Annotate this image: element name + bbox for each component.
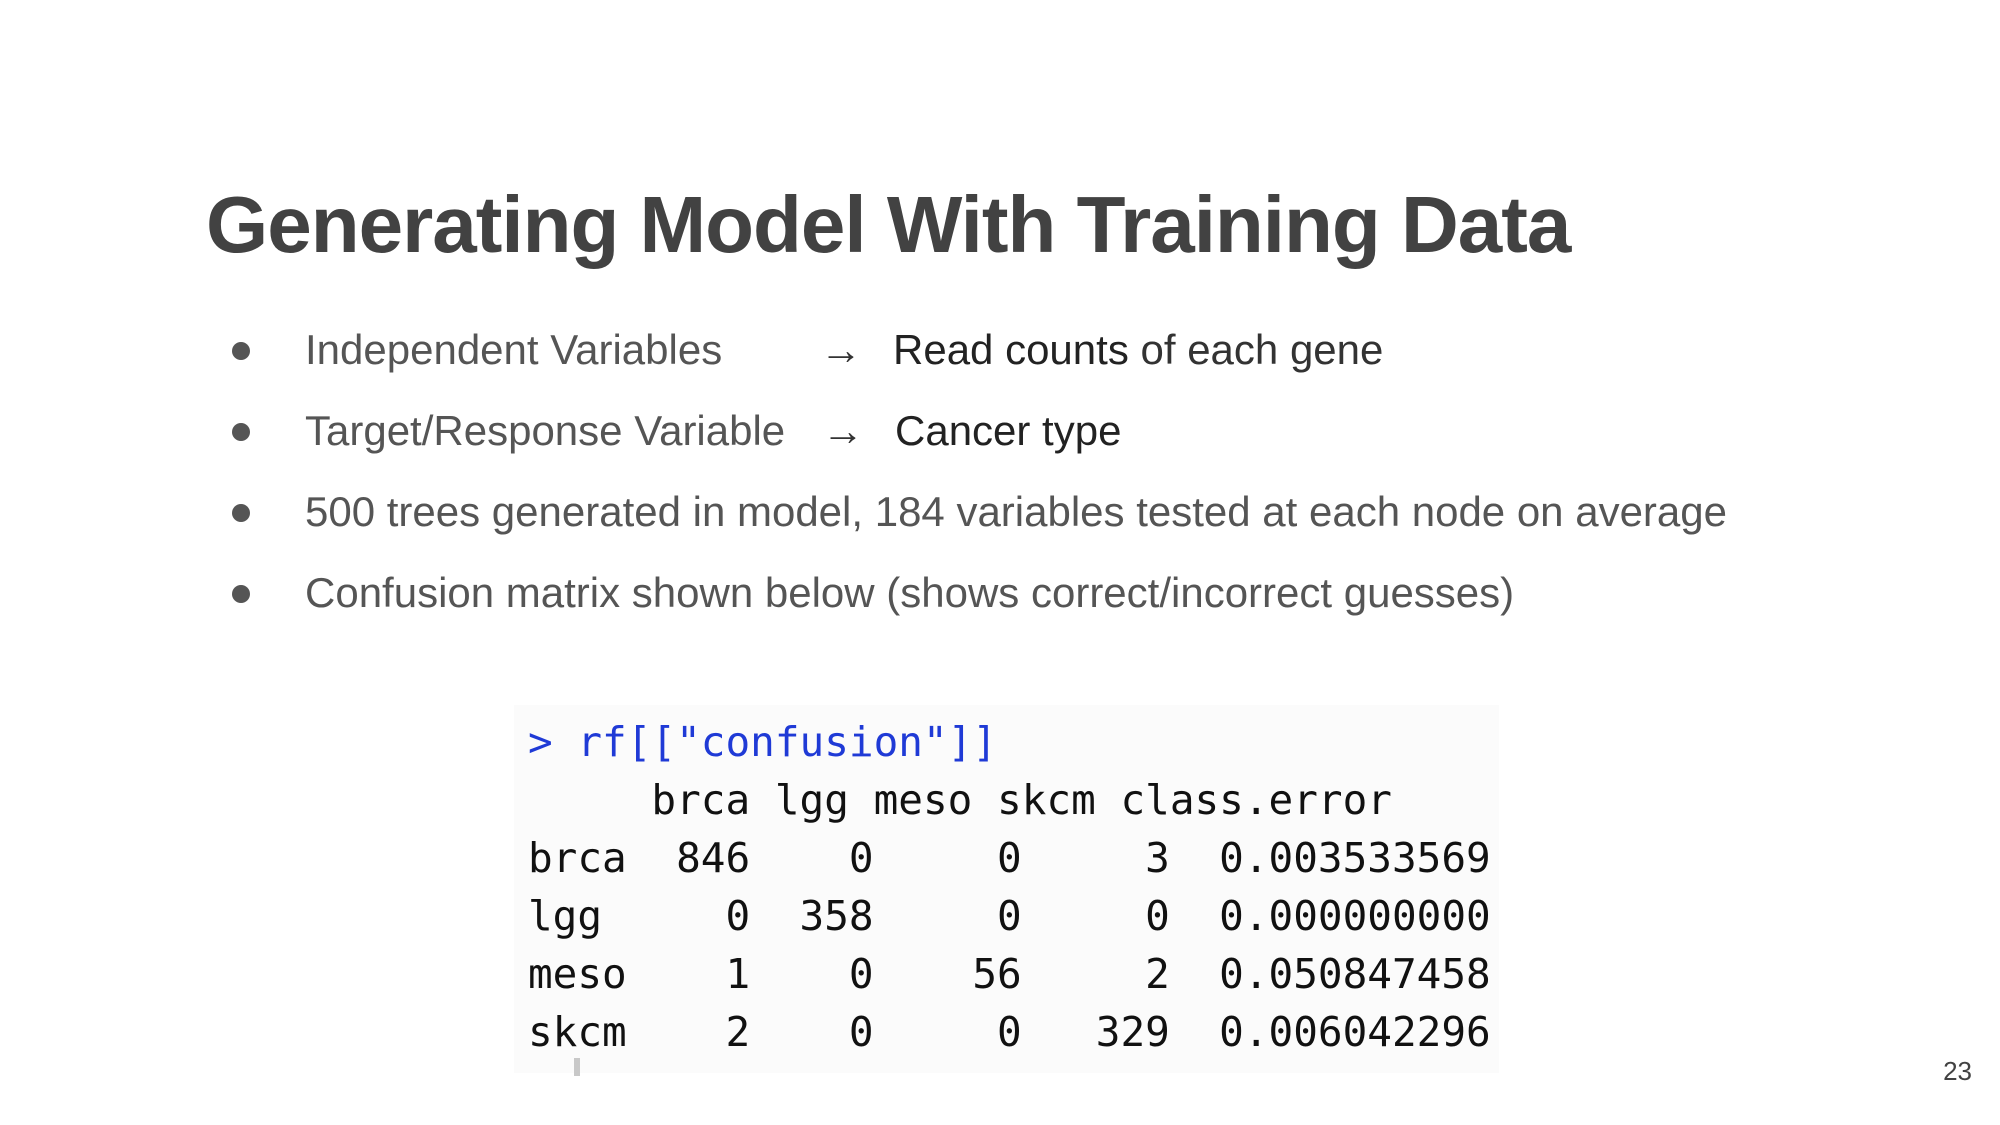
matrix-row-label: brca <box>528 834 652 882</box>
matrix-row-label: lgg <box>528 892 652 940</box>
matrix-column-header: lgg <box>750 776 849 824</box>
bullet-dot-icon <box>232 423 250 441</box>
matrix-row: skcm 2 0 0 329 0.006042296 <box>528 1003 1491 1061</box>
matrix-cell: 1 <box>651 950 751 998</box>
matrix-header-row: brca lgg meso skcm class.error <box>528 771 1491 829</box>
matrix-cell: 2 <box>1021 950 1170 998</box>
bullet-term-rest: of each gene <box>1128 326 1384 373</box>
right-arrow-icon: → <box>820 326 862 373</box>
matrix-cell: 0 <box>1021 892 1170 940</box>
matrix-cell: 0 <box>750 1008 874 1056</box>
matrix-cell: 2 <box>651 1008 751 1056</box>
matrix-cell: 846 <box>651 834 751 882</box>
matrix-cell: 329 <box>1021 1008 1170 1056</box>
matrix-corner <box>528 776 651 824</box>
matrix-cell: 0.050847458 <box>1169 950 1491 998</box>
console-command: > rf[["confusion"]] <box>528 718 997 766</box>
matrix-column-header: class.error <box>1095 776 1392 824</box>
r-console-output: > rf[["confusion"]] brca lgg meso skcm c… <box>514 705 1499 1076</box>
bullet-dot-icon <box>232 504 250 522</box>
matrix-cell: 358 <box>750 892 874 940</box>
matrix-cell: 0 <box>873 892 1022 940</box>
matrix-cell: 0.003533569 <box>1169 834 1491 882</box>
matrix-cell: 0 <box>873 834 1022 882</box>
slide-title: Generating Model With Training Data <box>206 180 1571 269</box>
matrix-cell: 0 <box>750 950 874 998</box>
matrix-column-header: skcm <box>972 776 1096 824</box>
bullet-text: Independent Variables <box>305 326 723 373</box>
matrix-cell: 0 <box>873 1008 1022 1056</box>
matrix-row: meso 1 0 56 2 0.050847458 <box>528 945 1491 1003</box>
bullet-dot-icon <box>232 342 250 360</box>
confusion-matrix-table: brca lgg meso skcm class.error brca 846 0… <box>528 771 1491 1061</box>
bullet-dot-icon <box>232 585 250 603</box>
bullet-term-bold: Read counts <box>893 326 1129 373</box>
matrix-row: lgg 0 358 0 0 0.000000000 <box>528 887 1491 945</box>
bullet-term: Read counts of each gene <box>893 325 1383 375</box>
matrix-row-label: skcm <box>528 1008 652 1056</box>
bullet-text: Target/Response Variable <box>305 407 786 454</box>
bullet-text: Confusion matrix shown below (shows corr… <box>305 569 1515 616</box>
matrix-row: brca 846 0 0 3 0.003533569 <box>528 829 1491 887</box>
matrix-cell: 0 <box>651 892 751 940</box>
matrix-cell: 3 <box>1021 834 1170 882</box>
matrix-cell: 56 <box>873 950 1022 998</box>
right-arrow-icon: → <box>822 407 864 454</box>
matrix-cell: 0.000000000 <box>1169 892 1491 940</box>
matrix-row-label: meso <box>528 950 652 998</box>
matrix-column-header: meso <box>848 776 973 824</box>
bullet-text: 500 trees generated in model, 184 variab… <box>305 488 1727 535</box>
page-number: 23 <box>1943 1056 1972 1086</box>
bullet-term-bold: Cancer type <box>895 407 1122 454</box>
bullet-term: Cancer type <box>895 406 1121 456</box>
matrix-column-header: brca <box>651 776 751 824</box>
matrix-cell: 0.006042296 <box>1169 1008 1491 1056</box>
matrix-cell: 0 <box>750 834 874 882</box>
console-cursor <box>574 1058 580 1076</box>
